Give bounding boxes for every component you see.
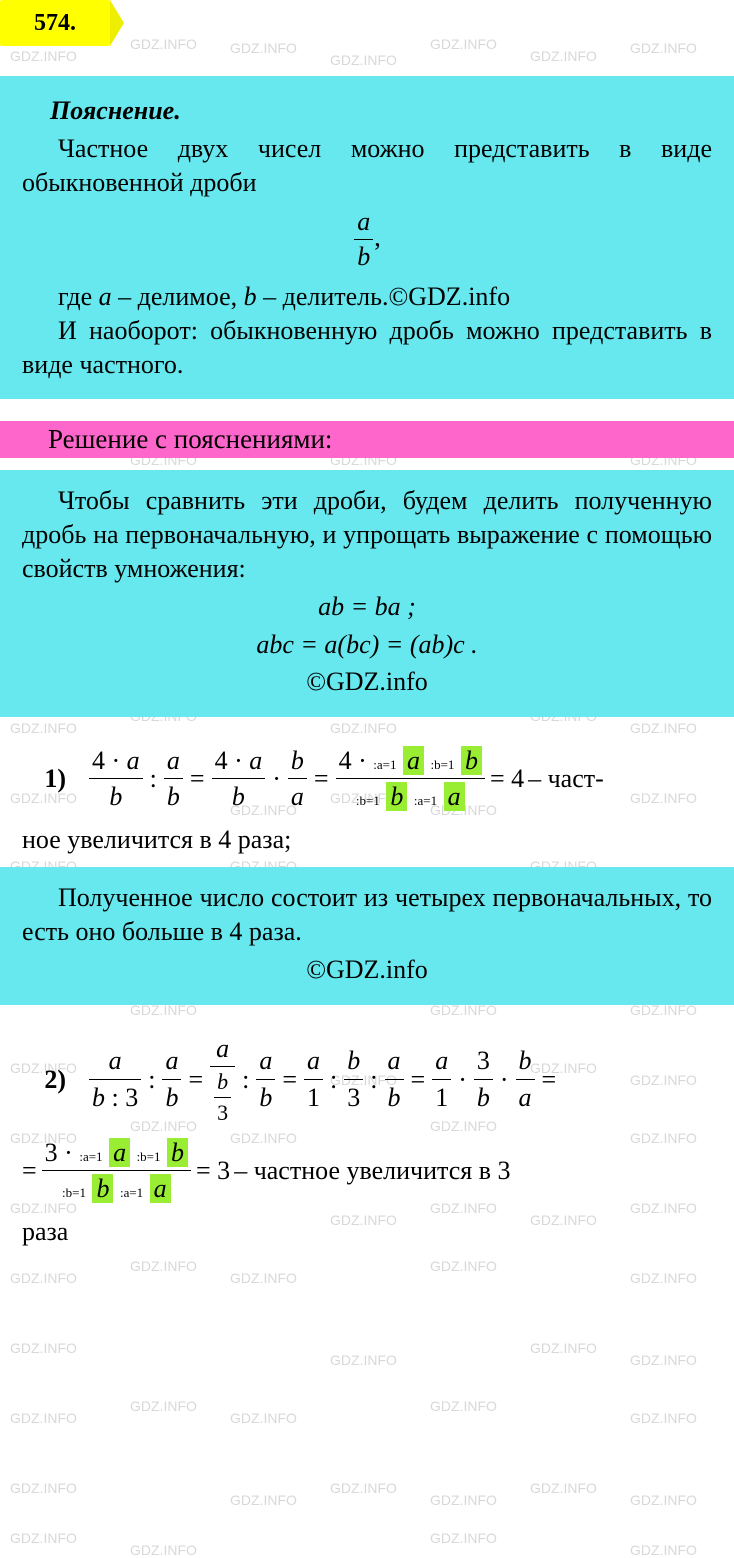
item-2-number: 2) [22,1062,66,1097]
solution-copyright-2: ©GDZ.info [22,953,712,987]
solution-note-box: Полученное число состоит из четырех перв… [0,867,734,1004]
solution-copyright-1: ©GDZ.info [22,665,712,699]
solution-intro-p1: Чтобы сравнить эти дроби, будем делить п… [22,484,712,585]
explanation-p1: Частное двух чисел можно представить в в… [22,132,712,200]
item-1-number: 1) [22,761,66,796]
explanation-p3: И наоборот: обыкновенную дробь можно пре… [22,314,712,382]
solution-note-p1: Полученное число состоит из четырех перв… [22,881,712,949]
item-2-equation-line1: 2) ab : 3 : ab = ab3 : ab = a1 : b3 : ab… [22,1031,712,1127]
problem-number: 574. [34,10,76,37]
item-2-equation-line2: = 3 · :a=1 a :b=1 b :b=1 b :a=1 a = 3 – … [22,1135,712,1206]
solution-heading: Решение с пояснениями: [0,421,734,458]
solution-intro-box: Чтобы сравнить эти дроби, будем делить п… [0,470,734,717]
solution-eq2: abc = a(bc) = (ab)c . [22,628,712,662]
solution-eq1: ab = ba ; [22,590,712,624]
item-2-block: 2) ab : 3 : ab = ab3 : ab = a1 : b3 : ab… [0,1005,734,1260]
explanation-box: Пояснение. Частное двух чисел можно пред… [0,76,734,399]
item-1-equation: 1) 4 · ab : ab = 4 · ab · ba = 4 · :a=1 … [22,743,712,814]
explanation-title: Пояснение. [22,94,712,128]
problem-number-badge: 574. [0,0,110,46]
item-2-tail: раза [22,1214,712,1249]
explanation-fraction: a b , [22,205,712,274]
item-1-block: 1) 4 · ab : ab = 4 · ab · ba = 4 · :a=1 … [0,717,734,867]
item-1-tail: ное увеличится в 4 раза; [22,822,712,857]
explanation-p2: где a – делимое, b – делитель.©GDZ.info [22,280,712,314]
